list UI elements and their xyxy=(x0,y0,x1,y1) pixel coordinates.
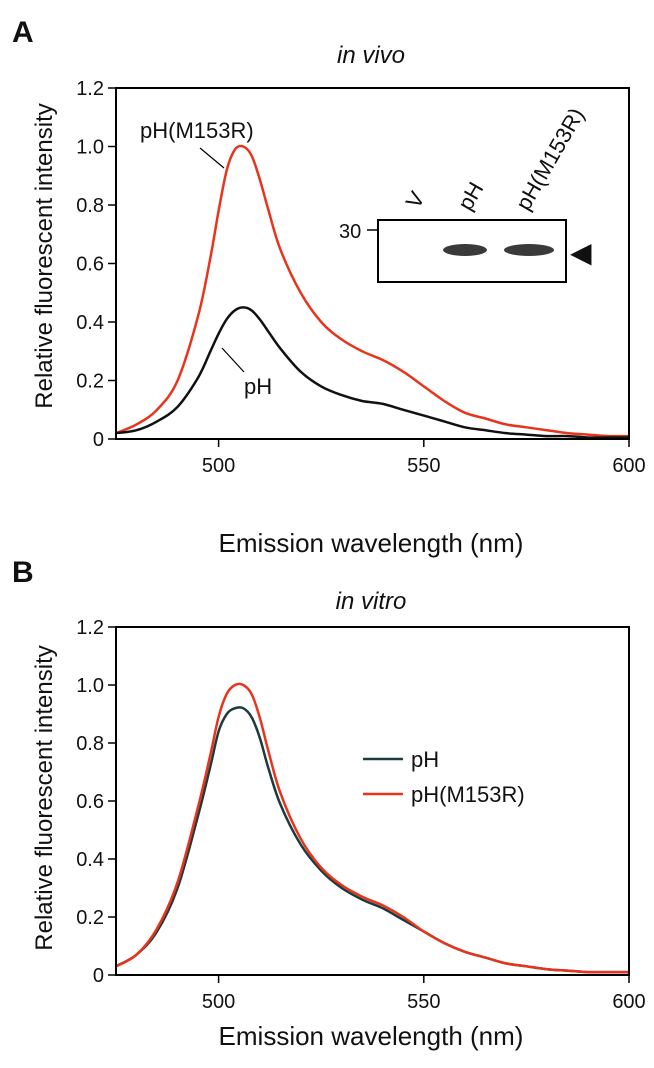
panel-b: B in vitro Relative fluorescent intensit… xyxy=(12,556,646,1051)
panel-label-a: A xyxy=(12,16,34,49)
blot-marker-label: 30 xyxy=(339,221,361,243)
y-tick-label-b: 0.4 xyxy=(76,849,104,871)
x-tick-label-a: 600 xyxy=(612,455,645,477)
y-tick-label-a: 0.8 xyxy=(76,195,104,217)
y-tick-label-a: 1.2 xyxy=(76,78,104,100)
y-tick-label-a: 0 xyxy=(93,429,104,451)
plot-frame-a xyxy=(115,87,630,440)
annotation-leader-m153r xyxy=(199,147,225,169)
x-tick-label-b: 500 xyxy=(202,991,235,1013)
plot-frame-b xyxy=(115,626,630,976)
y-tick-label-a: 0.4 xyxy=(76,312,104,334)
chart-title-b: in vitro xyxy=(336,588,407,615)
blot-arrowhead: ◀ xyxy=(570,237,592,268)
blot-band-m153r xyxy=(504,244,554,256)
annotation-label-ph: pH xyxy=(244,374,272,399)
annotation-label-m153r: pH(M153R) xyxy=(140,118,254,143)
y-tick-label-b: 0.6 xyxy=(76,791,104,813)
x-tick-label-b: 600 xyxy=(612,991,645,1013)
legend-label-ph: pH xyxy=(411,747,439,772)
series-line-a-ph xyxy=(115,306,629,439)
y-axis-label-a: Relative fluorescent intensity xyxy=(31,103,58,408)
y-tick-label-b: 0.8 xyxy=(76,733,104,755)
series-line-a-ph-m153r xyxy=(115,144,630,438)
x-tick-label-a: 550 xyxy=(407,455,440,477)
blot-lane-label-ph: pH xyxy=(453,178,489,215)
annotation-leader-ph xyxy=(221,347,245,373)
y-tick-label-a: 0.2 xyxy=(76,371,104,393)
blot-band-ph xyxy=(443,244,487,256)
axis-ticks-b: 0 0.2 0.4 0.6 0.8 1.0 1.2 500 550 600 xyxy=(76,617,646,1013)
western-blot-inset: 30 V pH pH(M153R) ◀ xyxy=(339,104,592,283)
chart-title-a: in vivo xyxy=(337,42,405,69)
axis-ticks-a: 0 0.2 0.4 0.6 0.8 1.0 1.2 500 550 600 xyxy=(76,78,646,477)
panel-a: A in vivo Relative fluorescent intensity… xyxy=(12,16,646,558)
y-axis-label-b: Relative fluorescent intensity xyxy=(31,645,58,950)
x-axis-label-b: Emission wavelength (nm) xyxy=(219,1021,524,1051)
legend-label-m153r: pH(M153R) xyxy=(411,782,525,807)
y-tick-label-b: 0.2 xyxy=(76,907,104,929)
x-axis-label-a: Emission wavelength (nm) xyxy=(219,528,524,558)
y-tick-label-b: 1.0 xyxy=(76,675,104,697)
blot-lane-label-v: V xyxy=(401,187,430,212)
plot-lines-b xyxy=(115,682,629,974)
y-tick-label-b: 1.2 xyxy=(76,617,104,639)
y-tick-label-a: 1.0 xyxy=(76,137,104,159)
y-tick-label-a: 0.6 xyxy=(76,254,104,276)
legend-b: pH pH(M153R) xyxy=(363,747,525,807)
x-tick-label-b: 550 xyxy=(407,991,440,1013)
series-line-b-ph-m153r xyxy=(115,682,629,974)
panel-label-b: B xyxy=(12,556,34,589)
blot-lane-label-m153r: pH(M153R) xyxy=(511,104,590,215)
y-tick-label-b: 0 xyxy=(93,965,104,987)
x-tick-label-a: 500 xyxy=(202,455,235,477)
plot-lines-a xyxy=(115,144,630,439)
series-line-b-ph xyxy=(115,706,629,974)
